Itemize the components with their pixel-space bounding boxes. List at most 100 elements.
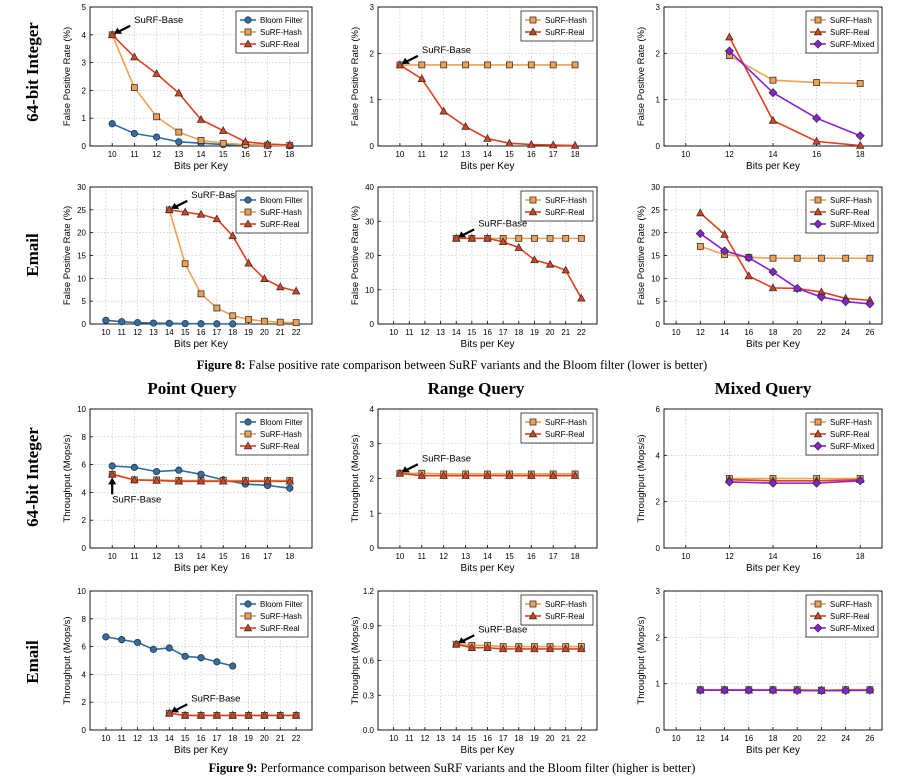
x-tick-label: 22: [577, 734, 586, 743]
data-point: [467, 233, 477, 242]
tick-labels: 0 2 4 6 10 12 14 16 18: [656, 405, 866, 561]
series-line: [729, 54, 861, 85]
legend-label: SuRF-Hash: [545, 418, 587, 427]
legend-marker: [244, 208, 252, 216]
data-point: [241, 476, 250, 485]
data-point: [196, 476, 206, 485]
series: [102, 633, 237, 670]
annotation: SuRF-Base: [401, 453, 471, 473]
x-tick-label: 16: [744, 328, 753, 337]
legend-label: SuRF-Real: [830, 208, 870, 217]
legend-marker: [813, 27, 823, 36]
data-point: [218, 126, 228, 134]
y-tick-label: 20: [365, 252, 374, 261]
series-line: [700, 245, 870, 260]
data-point: [696, 242, 704, 250]
data-point: [133, 319, 142, 327]
data-point: [244, 258, 253, 267]
figure-8-caption-text: False positive rate comparison between S…: [246, 358, 708, 372]
x-tick-label: 26: [865, 734, 874, 743]
data-point: [527, 61, 535, 69]
data-point: [133, 638, 142, 647]
y-tick-label: 10: [651, 274, 660, 283]
x-tick-label: 16: [744, 734, 753, 743]
x-tick-label: 12: [420, 734, 429, 743]
x-tick-label: 18: [856, 552, 865, 561]
x-tick-label: 17: [212, 328, 221, 337]
x-tick-label: 10: [108, 552, 117, 561]
data-point: [744, 271, 754, 280]
y-tick-label: 3: [656, 3, 661, 12]
data-point: [181, 652, 189, 660]
data-point: [856, 80, 864, 87]
data-point: [451, 233, 461, 242]
legend-marker: [529, 600, 537, 608]
y-axis-label: False Positive Rate (%): [62, 206, 73, 305]
y-axis-label: Throughput (Mops/s): [350, 434, 361, 522]
data-point: [855, 140, 865, 149]
data-point: [440, 61, 448, 69]
annotation: SuRF-Base: [171, 693, 240, 713]
series-line: [699, 212, 870, 302]
legend-label: SuRF-Hash: [545, 16, 587, 25]
data-point: [720, 229, 729, 238]
x-tick-label: 18: [285, 552, 294, 561]
data-point: [149, 645, 158, 653]
legend-entry: SuRF-Real: [240, 441, 300, 451]
data-point: [577, 234, 585, 242]
tick-labels: 0.0 0.3 0.6 0.9 1.2 10 11 12 13 14 15 16 17 18 19 20 21 2…: [363, 587, 586, 743]
data-point: [865, 299, 875, 309]
x-tick-label: 12: [439, 150, 448, 159]
data-point: [816, 686, 827, 696]
legend-label: SuRF-Hash: [830, 418, 872, 427]
y-axis-label: Throughput (Mops/s): [636, 616, 647, 704]
x-tick-label: 24: [841, 328, 850, 337]
y-tick-label: 30: [77, 183, 86, 192]
x-tick-label: 16: [483, 734, 492, 743]
legend-entry: Bloom Filter: [240, 16, 303, 25]
y-tick-label: 1: [656, 96, 661, 105]
data-point: [107, 30, 117, 38]
annotation-label: SuRF-Base: [191, 190, 240, 201]
x-axis-label: Bits per Key: [461, 563, 515, 574]
x-tick-label: 13: [149, 734, 158, 743]
legend-entry: SuRF-Real: [240, 39, 300, 49]
chart-panel: 0 2 4 6 8 10 10 11 12 13 14 15 16 17 18 Bits per Key Thr…: [62, 405, 313, 574]
x-tick-label: 15: [181, 734, 190, 743]
legend-marker: [813, 219, 823, 229]
data-point: [212, 214, 222, 223]
legend-marker: [528, 611, 538, 620]
data-point: [263, 139, 272, 148]
x-tick-label: 13: [461, 552, 470, 561]
data-point: [505, 138, 514, 147]
legend-entry: SuRF-Hash: [525, 196, 587, 205]
data-point: [118, 318, 126, 326]
legend-entry: SuRF-Hash: [240, 208, 302, 217]
data-point: [724, 477, 734, 487]
x-tick-label: 13: [149, 328, 158, 337]
legend-label: SuRF-Real: [260, 40, 300, 49]
legend-label: Bloom Filter: [260, 600, 303, 609]
x-tick-label: 10: [681, 150, 690, 159]
legend-entry: SuRF-Real: [810, 207, 870, 217]
x-tick-label: 10: [681, 552, 690, 561]
legend-marker: [813, 611, 823, 620]
data-point: [577, 644, 586, 653]
data-point: [244, 710, 253, 719]
legend-entry: SuRF-Real: [525, 207, 585, 217]
legend-label: SuRF-Mixed: [830, 624, 874, 633]
x-tick-label: 12: [696, 734, 705, 743]
x-tick-label: 13: [461, 150, 470, 159]
tick-labels: 0 5 10 15 20 25 30 10 11 12 13 14 15 16 17 18 19 20 21 22: [77, 183, 301, 337]
x-tick-label: 17: [549, 150, 558, 159]
data-point: [769, 76, 777, 84]
x-tick-label: 18: [228, 328, 237, 337]
legend-marker: [529, 16, 537, 24]
x-axis-label: Bits per Key: [746, 161, 800, 172]
chart-panel: 0.0 0.3 0.6 0.9 1.2 10 11 12 13 14 15 16 17 18 19 20 21 2…: [350, 587, 598, 756]
y-tick-label: 8: [82, 615, 87, 624]
tick-labels: 0 2 4 6 8 10 10 11 12 13 14 15 16 17 18 19 20 21 22: [77, 587, 301, 743]
legend-marker: [243, 623, 253, 632]
x-tick-label: 11: [418, 150, 427, 159]
